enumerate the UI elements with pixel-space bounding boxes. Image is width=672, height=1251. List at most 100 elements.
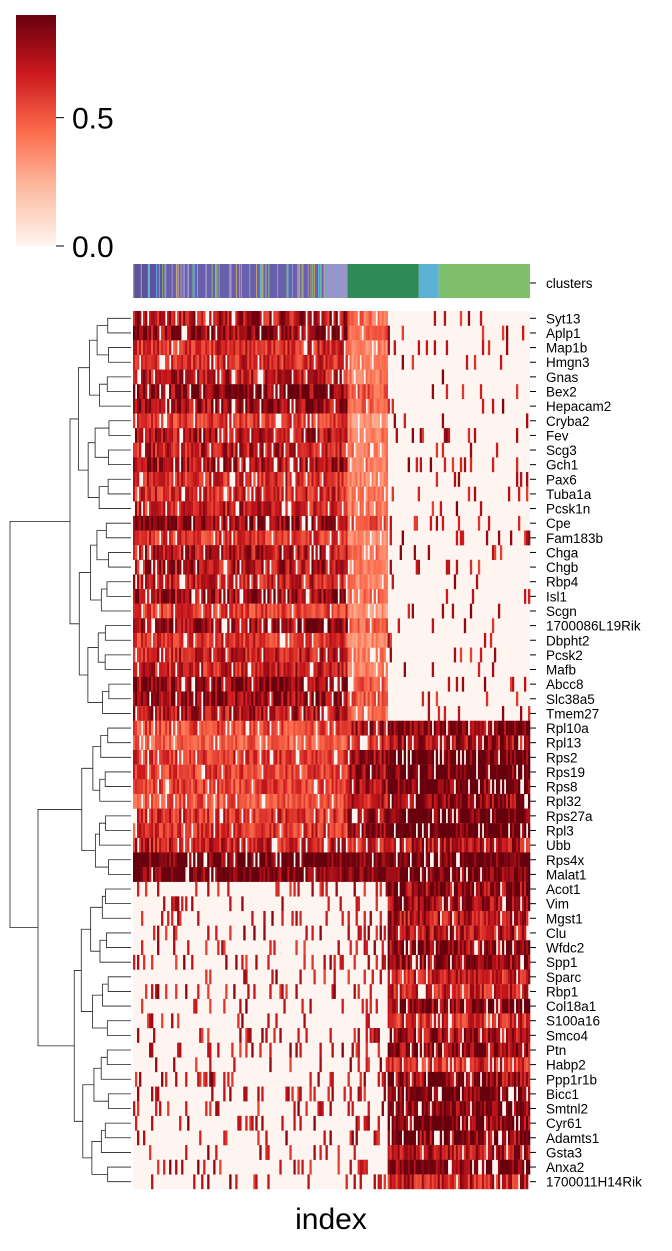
heatmap-cell <box>313 618 316 634</box>
heatmap-cell <box>505 779 509 795</box>
heatmap-cell <box>471 808 475 824</box>
heatmap-cell <box>301 691 304 707</box>
heatmap-cell <box>187 574 190 590</box>
heatmap-cell <box>325 428 328 443</box>
heatmap-cell <box>181 442 184 458</box>
heatmap-cell <box>153 793 156 809</box>
heatmap-cell <box>155 354 158 370</box>
heatmap-cell <box>251 706 254 721</box>
heatmap-cell <box>505 764 509 780</box>
heatmap-cell <box>217 676 220 692</box>
heatmap-cell <box>461 720 465 736</box>
heatmap-cell <box>157 325 160 341</box>
heatmap-cell <box>367 457 370 473</box>
heatmap-cell <box>501 325 505 341</box>
heatmap-cell <box>385 632 388 648</box>
heatmap-cell <box>265 574 268 590</box>
heatmap-cell <box>261 428 264 443</box>
heatmap-cell <box>205 603 208 619</box>
heatmap-cell <box>385 428 388 443</box>
heatmap-cell <box>427 735 431 751</box>
heatmap-cell <box>273 325 276 341</box>
heatmap-cell <box>275 735 278 751</box>
heatmap-cell <box>249 413 252 429</box>
heatmap-cell <box>277 632 280 648</box>
heatmap-cell <box>133 311 136 326</box>
heatmap-cell <box>363 823 366 838</box>
heatmap-cell <box>401 764 404 780</box>
heatmap-cell <box>141 589 144 604</box>
heatmap-cell <box>361 618 364 634</box>
heatmap-cell <box>139 442 142 458</box>
heatmap-cell <box>199 618 202 634</box>
heatmap-cell <box>245 545 248 560</box>
heatmap-cell <box>185 662 188 678</box>
heatmap-cell <box>335 354 338 370</box>
heatmap-cell <box>247 691 250 707</box>
heatmap-cell <box>159 574 162 590</box>
heatmap-cell <box>191 311 194 326</box>
heatmap-cell <box>385 354 388 370</box>
heatmap-cell <box>401 808 404 824</box>
heatmap-cell <box>173 808 176 824</box>
heatmap-cell <box>335 486 338 502</box>
heatmap-cell <box>489 735 493 751</box>
heatmap-cell <box>377 559 380 575</box>
heatmap-cell <box>235 530 238 546</box>
heatmap-cell <box>507 720 511 736</box>
heatmap-cell <box>323 545 326 560</box>
heatmap-cell <box>229 515 232 531</box>
heatmap-cell <box>191 369 194 385</box>
heatmap-cell <box>317 515 320 531</box>
heatmap-cell <box>449 720 453 736</box>
heatmap-cell <box>155 603 158 619</box>
heatmap-cell <box>355 662 358 678</box>
heatmap-cell <box>207 501 210 517</box>
heatmap-cell <box>177 720 180 736</box>
heatmap-cell <box>235 735 238 751</box>
heatmap-cell <box>367 369 370 385</box>
heatmap-cell <box>251 589 254 604</box>
heatmap-cell <box>153 764 156 780</box>
heatmap-cell <box>375 515 378 531</box>
heatmap-cell <box>183 530 186 546</box>
heatmap-cell <box>203 793 206 809</box>
heatmap-cell <box>133 706 136 721</box>
heatmap-cell <box>287 325 290 341</box>
heatmap-cell <box>435 515 439 531</box>
heatmap-cell <box>195 574 198 590</box>
cluster-strip <box>215 264 217 298</box>
heatmap-cell <box>151 808 154 824</box>
heatmap-cell <box>285 559 288 575</box>
heatmap-cell <box>167 457 170 473</box>
heatmap-cell <box>145 706 148 721</box>
heatmap-cell <box>341 471 344 487</box>
heatmap-cell <box>355 413 358 429</box>
heatmap-cell <box>391 735 394 751</box>
heatmap-cell <box>365 515 368 531</box>
heatmap-cell <box>263 325 266 341</box>
heatmap-cell <box>169 676 172 692</box>
heatmap-cell <box>187 384 190 399</box>
heatmap-cell <box>331 808 334 824</box>
heatmap-cell <box>169 384 172 399</box>
heatmap-cell <box>255 647 258 663</box>
heatmap-cell <box>187 369 190 385</box>
heatmap-cell <box>181 706 184 721</box>
heatmap-cell <box>255 706 258 721</box>
heatmap-cell <box>487 793 491 809</box>
heatmap-cell <box>321 823 324 838</box>
heatmap-cell <box>249 676 252 692</box>
heatmap-cell <box>219 837 222 853</box>
heatmap-cell <box>263 823 266 838</box>
row-dendrogram <box>9 317 131 1183</box>
heatmap-cell <box>323 471 326 487</box>
heatmap-cell <box>379 720 382 736</box>
heatmap-cell <box>511 793 515 809</box>
heatmap-cell <box>333 559 336 575</box>
heatmap-cell <box>333 662 336 678</box>
heatmap-cell <box>195 413 198 429</box>
heatmap-cell <box>219 676 222 692</box>
heatmap-cell <box>369 779 372 795</box>
heatmap-cell <box>523 530 527 546</box>
